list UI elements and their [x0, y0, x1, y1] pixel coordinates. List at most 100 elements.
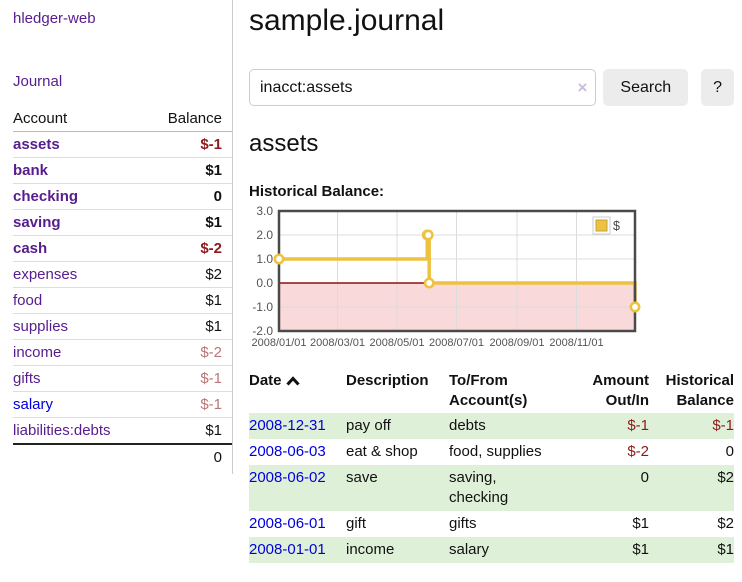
sidebar-account-link-assets[interactable]: assets — [13, 136, 60, 153]
x-tick-label: 2008/05/01 — [369, 337, 424, 349]
transaction-amount: $1 — [632, 515, 649, 532]
account-balance: $-1 — [145, 365, 232, 392]
accounts-column-header: Account — [13, 106, 146, 132]
transaction-description: pay off — [346, 417, 391, 434]
sidebar-account-link-liabilities-debts[interactable]: liabilities:debts — [13, 422, 111, 439]
sidebar-account-link-checking[interactable]: checking — [13, 188, 79, 205]
transaction-amount: 0 — [640, 469, 649, 486]
account-row: supplies $1 — [13, 313, 232, 340]
y-tick-label: 1.0 — [256, 252, 273, 266]
accounts-total-row: 0 — [13, 444, 232, 470]
account-row: liabilities:debts $1 — [13, 417, 232, 445]
account-balance: $1 — [145, 209, 232, 236]
transaction-date-link[interactable]: 2008-06-01 — [249, 515, 326, 532]
sidebar-account-link-saving[interactable]: saving — [13, 214, 61, 231]
transaction-amount: $-1 — [627, 417, 649, 434]
transaction-date-link[interactable]: 2008-12-31 — [249, 417, 326, 434]
account-balance: $1 — [145, 417, 232, 445]
x-tick-label: 2008/01/01 — [251, 337, 306, 349]
data-point — [629, 301, 641, 313]
data-point — [273, 253, 285, 265]
data-point — [423, 277, 435, 289]
main-content: sample.journal × Search ? assets Histori… — [233, 0, 742, 563]
register-table: Date Description To/From Account(s) Amou… — [249, 369, 734, 563]
historical-balance-chart: $3.0 2.0 1.0 0.0 -1.0 -2.0 2008/01/01 2008/03/0… — [249, 204, 734, 353]
plot-border — [277, 209, 637, 333]
y-tick-label: -2.0 — [252, 324, 273, 338]
sidebar-account-link-income[interactable]: income — [13, 344, 62, 361]
sidebar-account-link-gifts[interactable]: gifts — [13, 370, 41, 387]
account-balance: $1 — [145, 157, 232, 184]
transaction-row: 2008-06-01 gift gifts $1 $2 — [249, 511, 734, 537]
help-button[interactable]: ? — [701, 69, 734, 106]
account-row: assets $-1 — [13, 131, 232, 158]
account-heading: assets — [249, 130, 319, 157]
search-button[interactable]: Search — [603, 69, 689, 106]
sort-ascending-icon — [285, 372, 300, 392]
accounts-header-row: Account Balance — [13, 106, 232, 132]
account-balance: $1 — [145, 287, 232, 314]
transaction-date-link[interactable]: 2008-06-02 — [249, 469, 326, 486]
accounts-table: Account Balance assets $-1 bank $1 checking 0… — [13, 106, 232, 470]
x-tick-label: 2008/07/01 — [429, 337, 484, 349]
account-row: bank $1 — [13, 157, 232, 184]
x-tick-label: 2008/11/01 — [549, 337, 603, 349]
sidebar-account-link-cash[interactable]: cash — [13, 240, 48, 257]
y-tick-label: 2.0 — [256, 228, 273, 242]
account-row: income $-2 — [13, 339, 232, 366]
transaction-accounts: debts — [449, 417, 486, 434]
transaction-balance: 0 — [725, 443, 734, 460]
transaction-balance: $1 — [717, 541, 734, 558]
transaction-description: eat & shop — [346, 443, 418, 460]
search-form: × Search ? — [249, 69, 734, 106]
brand-link[interactable]: hledger-web — [13, 10, 96, 27]
register-header-date[interactable]: Date — [249, 369, 346, 413]
y-tick-label: -1.0 — [252, 300, 273, 314]
y-tick-label: 3.0 — [256, 204, 273, 218]
account-balance: $-2 — [145, 339, 232, 366]
sidebar-account-link-supplies[interactable]: supplies — [13, 318, 69, 335]
transaction-accounts: saving, checking — [449, 469, 509, 506]
transaction-amount: $1 — [632, 541, 649, 558]
register-header-accounts: To/From Account(s) — [449, 372, 528, 409]
sidebar-account-link-salary[interactable]: salary — [13, 396, 54, 413]
account-row: food $1 — [13, 287, 232, 314]
chart-title: Historical Balance: — [249, 183, 385, 200]
transaction-balance: $-1 — [712, 417, 734, 434]
account-row: saving $1 — [13, 209, 232, 236]
page-title: sample.journal — [249, 4, 445, 37]
legend-swatch — [595, 219, 608, 232]
sidebar-account-link-bank[interactable]: bank — [13, 162, 49, 179]
balance-column-header: Balance — [145, 106, 232, 132]
transaction-description: gift — [346, 515, 367, 532]
transaction-accounts: food, supplies — [449, 443, 542, 460]
data-point — [422, 229, 434, 241]
x-tick-label: 2008/03/01 — [310, 337, 365, 349]
account-row: expenses $2 — [13, 261, 232, 288]
clear-search-icon[interactable]: × — [577, 77, 588, 97]
search-input[interactable] — [249, 69, 597, 106]
sidebar-item-journal[interactable]: Journal — [13, 73, 63, 90]
transaction-date-link[interactable]: 2008-06-03 — [249, 443, 326, 460]
accounts-total-value: 0 — [213, 449, 222, 466]
sidebar-account-link-food[interactable]: food — [13, 292, 43, 309]
transaction-balance: $2 — [717, 515, 734, 532]
sidebar-account-link-expenses[interactable]: expenses — [13, 266, 78, 283]
transaction-row: 2008-01-01 income salary $1 $1 — [249, 537, 734, 563]
register-header-balance: Historical Balance — [665, 372, 734, 409]
register-header-row: Date Description To/From Account(s) Amou… — [249, 369, 734, 413]
account-row: gifts $-1 — [13, 365, 232, 392]
transaction-amount: $-2 — [627, 443, 649, 460]
y-tick-label: 0.0 — [256, 276, 273, 290]
transaction-description: save — [346, 469, 378, 486]
account-balance: $-1 — [145, 391, 232, 418]
account-balance: $-2 — [145, 235, 232, 262]
sidebar: hledger-web Journal Account Balance asse… — [0, 0, 233, 474]
legend-label: $ — [613, 219, 620, 233]
register-header-description: Description — [346, 372, 429, 389]
transaction-date-link[interactable]: 2008-01-01 — [249, 541, 326, 558]
x-tick-label: 2008/09/01 — [489, 337, 544, 349]
register-header-amount: Amount Out/In — [592, 372, 649, 409]
account-row: checking 0 — [13, 183, 232, 210]
